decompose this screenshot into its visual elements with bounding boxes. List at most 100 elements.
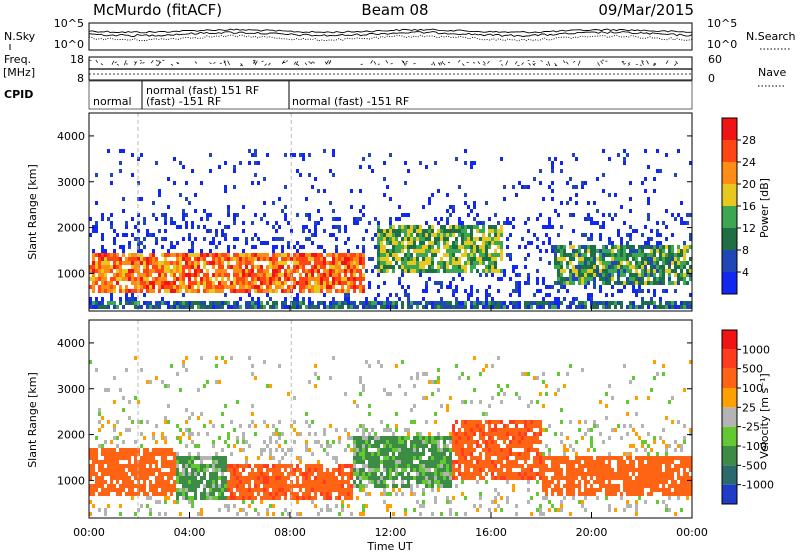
heatmap-cell	[473, 424, 476, 428]
heatmap-cell	[608, 261, 611, 265]
heatmap-cell	[374, 297, 377, 301]
heatmap-cell	[293, 281, 296, 285]
heatmap-cell	[395, 444, 398, 448]
heatmap-cell	[557, 372, 560, 376]
heatmap-cell	[500, 428, 503, 432]
heatmap-cell	[464, 305, 467, 309]
colorbar-tick: 16	[742, 200, 756, 213]
heatmap-cell	[458, 217, 461, 221]
heatmap-cell	[548, 241, 551, 245]
heatmap-cell	[428, 241, 431, 245]
heatmap-cell	[644, 253, 647, 257]
heatmap-cell	[308, 173, 311, 177]
heatmap-cell	[245, 456, 248, 460]
heatmap-cell	[653, 376, 656, 380]
heatmap-cell	[620, 253, 623, 257]
heatmap-cell	[641, 289, 644, 293]
heatmap-cell	[281, 492, 284, 496]
heatmap-cell	[245, 305, 248, 309]
heatmap-cell	[647, 396, 650, 400]
heatmap-cell	[143, 492, 146, 496]
heatmap-cell	[443, 233, 446, 237]
y-tick-label: 3000	[57, 176, 85, 189]
heatmap-cell	[506, 460, 509, 464]
heatmap-cell	[125, 261, 128, 265]
heatmap-cell	[281, 289, 284, 293]
heatmap-cell	[392, 245, 395, 249]
heatmap-cell	[173, 269, 176, 273]
heatmap-cell	[383, 488, 386, 492]
heatmap-cell	[89, 360, 92, 364]
heatmap-cell	[98, 480, 101, 484]
heatmap-cell	[407, 305, 410, 309]
heatmap-cell	[413, 245, 416, 249]
heatmap-cell	[563, 249, 566, 253]
heatmap-cell	[338, 472, 341, 476]
heatmap-cell	[536, 277, 539, 281]
heatmap-cell	[632, 472, 635, 476]
heatmap-cell	[383, 468, 386, 472]
heatmap-cell	[491, 468, 494, 472]
heatmap-cell	[182, 305, 185, 309]
heatmap-cell	[173, 265, 176, 269]
heatmap-cell	[389, 253, 392, 257]
heatmap-cell	[92, 253, 95, 257]
heatmap-cell	[284, 205, 287, 209]
heatmap-cell	[221, 492, 224, 496]
heatmap-cell	[464, 289, 467, 293]
heatmap-cell	[359, 424, 362, 428]
heatmap-cell	[230, 468, 233, 472]
heatmap-cell	[188, 261, 191, 265]
heatmap-cell	[317, 221, 320, 225]
heatmap-cell	[575, 185, 578, 189]
heatmap-cell	[227, 432, 230, 436]
heatmap-cell	[413, 420, 416, 424]
heatmap-cell	[377, 253, 380, 257]
heatmap-cell	[479, 452, 482, 456]
heatmap-cell	[668, 460, 671, 464]
heatmap-cell	[545, 444, 548, 448]
heatmap-cell	[617, 289, 620, 293]
heatmap-cell	[641, 281, 644, 285]
heatmap-cell	[119, 448, 122, 452]
heatmap-cell	[497, 305, 500, 309]
heatmap-cell	[476, 257, 479, 261]
heatmap-cell	[584, 217, 587, 221]
heatmap-cell	[614, 261, 617, 265]
heatmap-cell	[218, 241, 221, 245]
heatmap-cell	[140, 472, 143, 476]
heatmap-cell	[383, 448, 386, 452]
heatmap-cell	[311, 253, 314, 257]
heatmap-cell	[200, 464, 203, 468]
heatmap-cell	[188, 289, 191, 293]
heatmap-cell	[263, 448, 266, 452]
heatmap-cell	[257, 265, 260, 269]
heatmap-cell	[419, 261, 422, 265]
heatmap-cell	[281, 253, 284, 257]
heatmap-cell	[395, 492, 398, 496]
heatmap-cell	[437, 241, 440, 245]
heatmap-cell	[299, 273, 302, 277]
heatmap-cell	[203, 265, 206, 269]
heatmap-cell	[689, 460, 692, 464]
heatmap-cell	[89, 301, 92, 305]
heatmap-cell	[317, 209, 320, 213]
heatmap-cell	[182, 460, 185, 464]
heatmap-cell	[494, 444, 497, 448]
heatmap-cell	[200, 356, 203, 360]
heatmap-cell	[506, 464, 509, 468]
heatmap-cell	[188, 488, 191, 492]
heatmap-cell	[179, 460, 182, 464]
heatmap-cell	[209, 492, 212, 496]
heatmap-cell	[665, 261, 668, 265]
heatmap-cell	[176, 301, 179, 305]
heatmap-cell	[128, 269, 131, 273]
heatmap-cell	[311, 269, 314, 273]
heatmap-cell	[404, 233, 407, 237]
heatmap-cell	[155, 257, 158, 261]
heatmap-cell	[674, 253, 677, 257]
heatmap-cell	[479, 444, 482, 448]
heatmap-cell	[599, 257, 602, 261]
heatmap-cell	[158, 301, 161, 305]
heatmap-cell	[419, 237, 422, 241]
